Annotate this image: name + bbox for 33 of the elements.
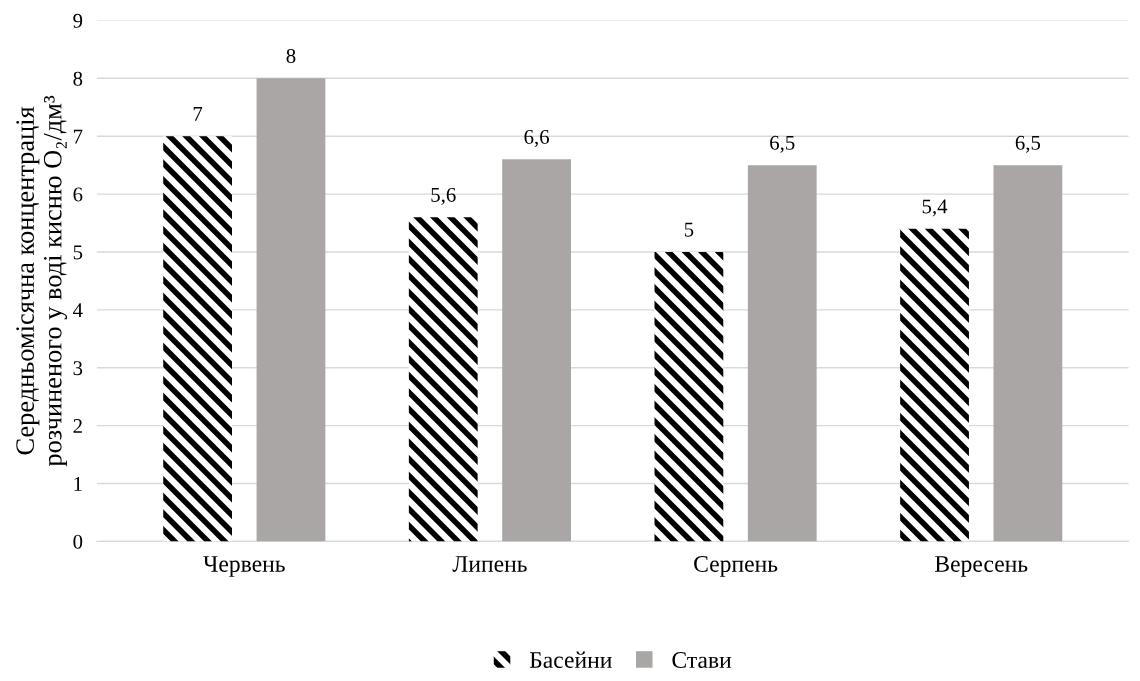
data-label: 7 [193, 107, 203, 121]
data-label: 6,5 [1015, 135, 1041, 153]
y-tick-label: 1 [74, 476, 82, 491]
y-tick-label: 8 [73, 71, 83, 86]
bar [163, 136, 232, 542]
bar [502, 159, 571, 542]
bar [747, 165, 817, 542]
x-tick-label: Червень [203, 556, 285, 577]
data-label: 5 [684, 222, 694, 237]
y-tick-label: 9 [73, 13, 83, 28]
y-tick-label: 3 [73, 361, 83, 376]
bar [900, 228, 969, 542]
data-label: 8 [286, 48, 296, 63]
bar [993, 165, 1063, 542]
bar [408, 217, 478, 542]
bar [654, 251, 724, 542]
data-label: 6,5 [770, 135, 795, 153]
y-tick-label: 6 [73, 187, 83, 202]
y-tick-label: 7 [73, 129, 83, 144]
y-tick-label: 0 [73, 534, 83, 549]
data-label: 5,4 [922, 199, 948, 217]
y-axis-title: Середньомісячна концентрація розчиненого у воді кисню O₂/дм³ [16, 95, 68, 467]
y-tick-label: 2 [73, 419, 82, 433]
x-tick-label: Серпень [694, 556, 778, 577]
legend-label: Стави [672, 652, 732, 668]
y-tick-label: 5 [73, 245, 83, 260]
bar [256, 78, 326, 542]
x-tick-label: Вересень [935, 556, 1028, 577]
y-tick-label: 4 [73, 303, 83, 318]
legend-label: Басейни [529, 651, 612, 668]
data-label: 6,6 [524, 130, 549, 148]
x-tick-label: Липень [452, 556, 527, 572]
data-label: 5,6 [431, 187, 456, 205]
